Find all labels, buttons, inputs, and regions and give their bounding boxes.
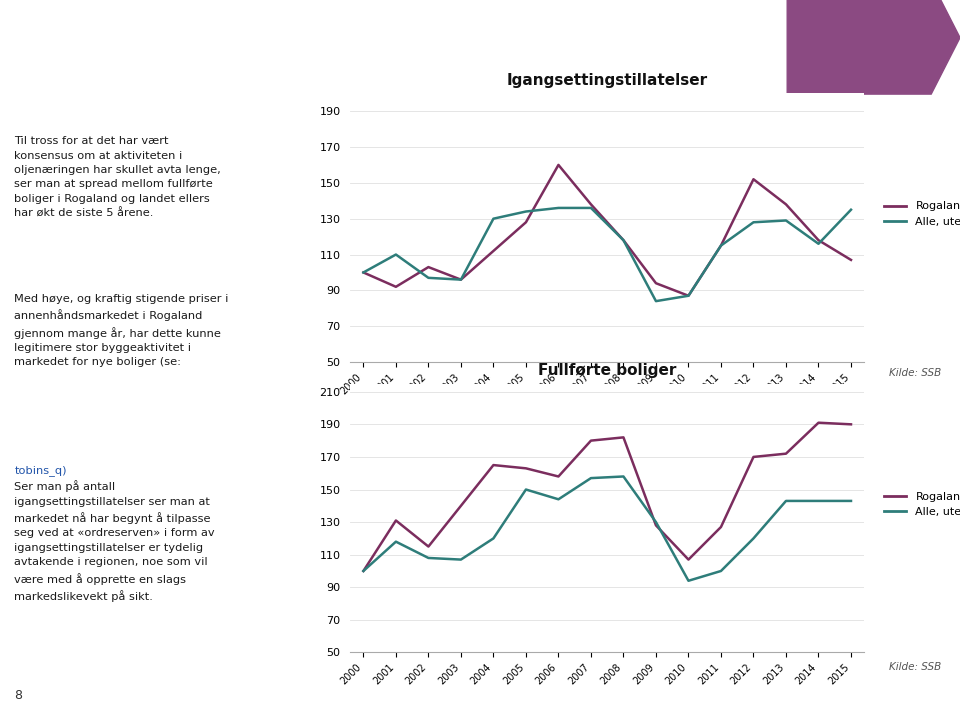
Text: 8: 8 xyxy=(14,689,22,702)
Text: tobins_q): tobins_q) xyxy=(14,465,67,476)
Text: Med blikket rettet fremover: Med blikket rettet fremover xyxy=(17,29,455,57)
Text: Til tross for at det har vært
konsensus om at aktiviteten i
oljenæringen har sku: Til tross for at det har vært konsensus … xyxy=(14,136,221,219)
Legend: Rogaland, Alle, uten Rogaland: Rogaland, Alle, uten Rogaland xyxy=(879,197,960,232)
FancyArrow shape xyxy=(787,0,960,94)
Text: Kilde: SSB: Kilde: SSB xyxy=(889,662,941,672)
Text: Med høye, og kraftig stigende priser i
annenhåndsmarkedet i Rogaland
gjennom man: Med høye, og kraftig stigende priser i a… xyxy=(14,294,228,382)
Title: Igangsettingstillatelser: Igangsettingstillatelser xyxy=(507,73,708,88)
Text: Kilde: SSB: Kilde: SSB xyxy=(889,368,941,378)
Title: Fullførte boliger: Fullførte boliger xyxy=(538,364,677,379)
Text: Ser man på antall
igangsettingstillatelser ser man at
markedet nå har begynt å t: Ser man på antall igangsettingstillatels… xyxy=(14,480,215,602)
Legend: Rogaland, Alle, uten Rogaland: Rogaland, Alle, uten Rogaland xyxy=(879,488,960,522)
